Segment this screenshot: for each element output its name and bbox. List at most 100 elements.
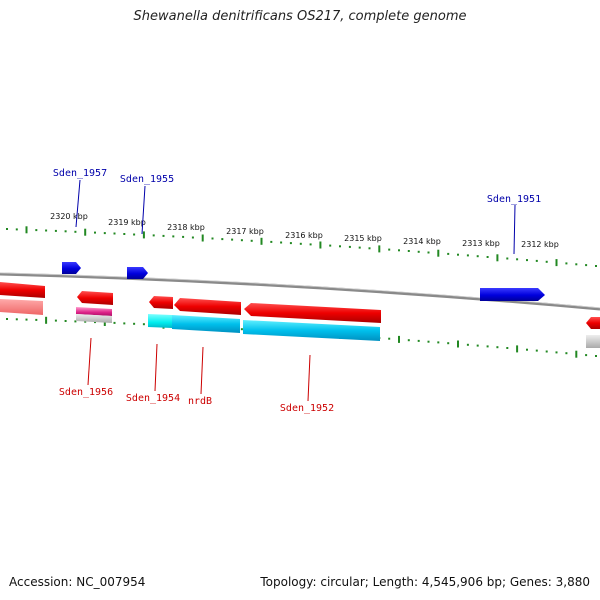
scale-labels: 2320 kbp 2319 kbp 2318 kbp 2317 kbp 2316 kbp… bbox=[50, 212, 559, 249]
outer-scale-minor-tick bbox=[368, 247, 371, 250]
inner-scale-minor-tick bbox=[595, 355, 597, 357]
inner-scale-minor-tick bbox=[25, 318, 28, 321]
gene-left-edge-red[interactable] bbox=[0, 282, 45, 298]
inner-scale-minor-tick bbox=[54, 319, 57, 322]
outer-scale-minor-tick bbox=[113, 232, 116, 235]
scale-label: 2315 kbp bbox=[344, 234, 382, 243]
gene-sden-1955[interactable] bbox=[127, 267, 148, 279]
genome-title: Shewanella denitrificans OS217, complete… bbox=[133, 9, 467, 24]
inner-scale-minor-tick bbox=[565, 352, 568, 355]
outer-scale-minor-tick bbox=[250, 239, 253, 242]
outer-scale-minor-tick bbox=[270, 240, 273, 243]
inner-scale-minor-tick bbox=[437, 341, 440, 344]
label-line-sden-1954 bbox=[154, 343, 158, 392]
scale-label: 2320 kbp bbox=[50, 212, 88, 221]
inner-scale-major-tick bbox=[398, 335, 400, 343]
inner-scale-minor-tick bbox=[555, 351, 558, 354]
gene-sden-1956-pseudo-shadow bbox=[76, 314, 112, 323]
inner-scale-minor-tick bbox=[526, 348, 528, 351]
outer-scale-major-tick bbox=[25, 226, 28, 234]
outer-scale-major-tick bbox=[260, 237, 263, 245]
outer-scale-minor-tick bbox=[506, 257, 509, 260]
inner-scale-minor-tick bbox=[427, 340, 430, 343]
outer-scale-minor-tick bbox=[565, 262, 568, 265]
scale-label: 2317 kbp bbox=[226, 227, 264, 236]
inner-scale-minor-tick bbox=[447, 342, 450, 345]
gene-nrdb[interactable] bbox=[174, 298, 241, 315]
outer-scale-minor-tick bbox=[309, 243, 312, 246]
outer-scale-minor-tick bbox=[15, 228, 18, 231]
gene-label-sden-1952[interactable]: Sden_1952 bbox=[280, 403, 334, 414]
gene-label-sden-1951[interactable]: Sden_1951 bbox=[487, 194, 541, 205]
outer-scale-minor-tick bbox=[152, 234, 155, 237]
genome-summary: Topology: circular; Length: 4,545,906 bp… bbox=[260, 575, 590, 589]
inner-scale-minor-tick bbox=[133, 322, 136, 325]
outer-scale-minor-tick bbox=[64, 230, 67, 233]
scale-label: 2314 kbp bbox=[403, 237, 441, 246]
gene-right-edge-grey[interactable] bbox=[586, 335, 600, 348]
gene-right-edge-red[interactable] bbox=[586, 317, 600, 329]
gene-label-sden-1955[interactable]: Sden_1955 bbox=[120, 174, 174, 185]
gene-label-sden-1956[interactable]: Sden_1956 bbox=[59, 387, 113, 398]
outer-scale-minor-tick bbox=[123, 233, 126, 235]
outer-scale-minor-tick bbox=[103, 232, 106, 235]
outer-scale-minor-tick bbox=[398, 249, 400, 252]
outer-scale-minor-tick bbox=[545, 260, 548, 263]
outer-scale-minor-tick bbox=[447, 252, 450, 255]
gene-left-edge-salmon[interactable] bbox=[0, 299, 43, 315]
inner-scale-minor-tick bbox=[74, 320, 77, 323]
inner-scale-minor-tick bbox=[466, 343, 469, 346]
inner-scale-major-tick bbox=[516, 345, 519, 353]
outer-scale bbox=[6, 226, 597, 267]
outer-scale-minor-tick bbox=[388, 248, 391, 251]
outer-scale-major-tick bbox=[496, 254, 499, 262]
inner-scale-minor-tick bbox=[35, 318, 38, 321]
gene-sden-1956-pseudo[interactable] bbox=[76, 307, 112, 316]
outer-scale-minor-tick bbox=[182, 235, 185, 238]
inner-scale-minor-tick bbox=[123, 322, 126, 325]
outer-scale-minor-tick bbox=[516, 258, 519, 261]
gene-sden-1954[interactable] bbox=[149, 296, 173, 309]
feature-nrdb-rna[interactable] bbox=[172, 315, 240, 333]
outer-scale-minor-tick bbox=[231, 238, 234, 241]
outer-scale-minor-tick bbox=[240, 239, 243, 242]
outer-scale-minor-tick bbox=[6, 228, 8, 230]
outer-scale-major-tick bbox=[378, 245, 381, 253]
inner-scale-minor-tick bbox=[113, 321, 116, 324]
label-line-sden-1955 bbox=[141, 185, 146, 235]
outer-scale-minor-tick bbox=[339, 245, 341, 248]
inner-scale-minor-tick bbox=[407, 339, 410, 342]
outer-scale-minor-tick bbox=[407, 250, 410, 252]
outer-scale-minor-tick bbox=[575, 263, 578, 266]
outer-scale-major-tick bbox=[142, 231, 145, 239]
outer-scale-minor-tick bbox=[172, 235, 175, 238]
outer-scale-major-tick bbox=[555, 259, 558, 267]
inner-scale-minor-tick bbox=[476, 344, 479, 347]
outer-scale-minor-tick bbox=[535, 259, 538, 262]
outer-scale-minor-tick bbox=[417, 250, 420, 253]
outer-scale-minor-tick bbox=[133, 233, 136, 236]
gene-label-sden-1954[interactable]: Sden_1954 bbox=[126, 393, 180, 404]
outer-scale-minor-tick bbox=[476, 255, 479, 258]
label-line-sden-1957 bbox=[75, 179, 81, 228]
outer-scale-minor-tick bbox=[162, 234, 165, 237]
inner-scale-minor-tick bbox=[545, 350, 548, 353]
accession-label: Accession: NC_007954 bbox=[9, 575, 146, 589]
scale-label: 2316 kbp bbox=[285, 231, 323, 240]
outer-scale-major-tick bbox=[201, 234, 204, 242]
outer-scale-minor-tick bbox=[191, 236, 194, 239]
inner-scale-major-tick bbox=[45, 316, 48, 324]
outer-scale-major-tick bbox=[84, 228, 87, 236]
gene-sden-1951[interactable] bbox=[480, 288, 545, 301]
outer-scale-minor-tick bbox=[348, 245, 351, 248]
feature-sden-1954-rna[interactable] bbox=[148, 314, 172, 328]
outer-scale-minor-tick bbox=[585, 264, 588, 267]
gene-sden-1957[interactable] bbox=[62, 262, 81, 274]
scale-label: 2318 kbp bbox=[167, 223, 205, 232]
gene-label-sden-1957[interactable]: Sden_1957 bbox=[53, 168, 107, 179]
gene-sden-1956[interactable] bbox=[77, 291, 113, 305]
gene-label-nrdb[interactable]: nrdB bbox=[188, 396, 212, 407]
feature-sden-1952-rna[interactable] bbox=[243, 320, 380, 341]
outer-scale-minor-tick bbox=[54, 229, 57, 232]
gene-sden-1952[interactable] bbox=[244, 303, 381, 323]
